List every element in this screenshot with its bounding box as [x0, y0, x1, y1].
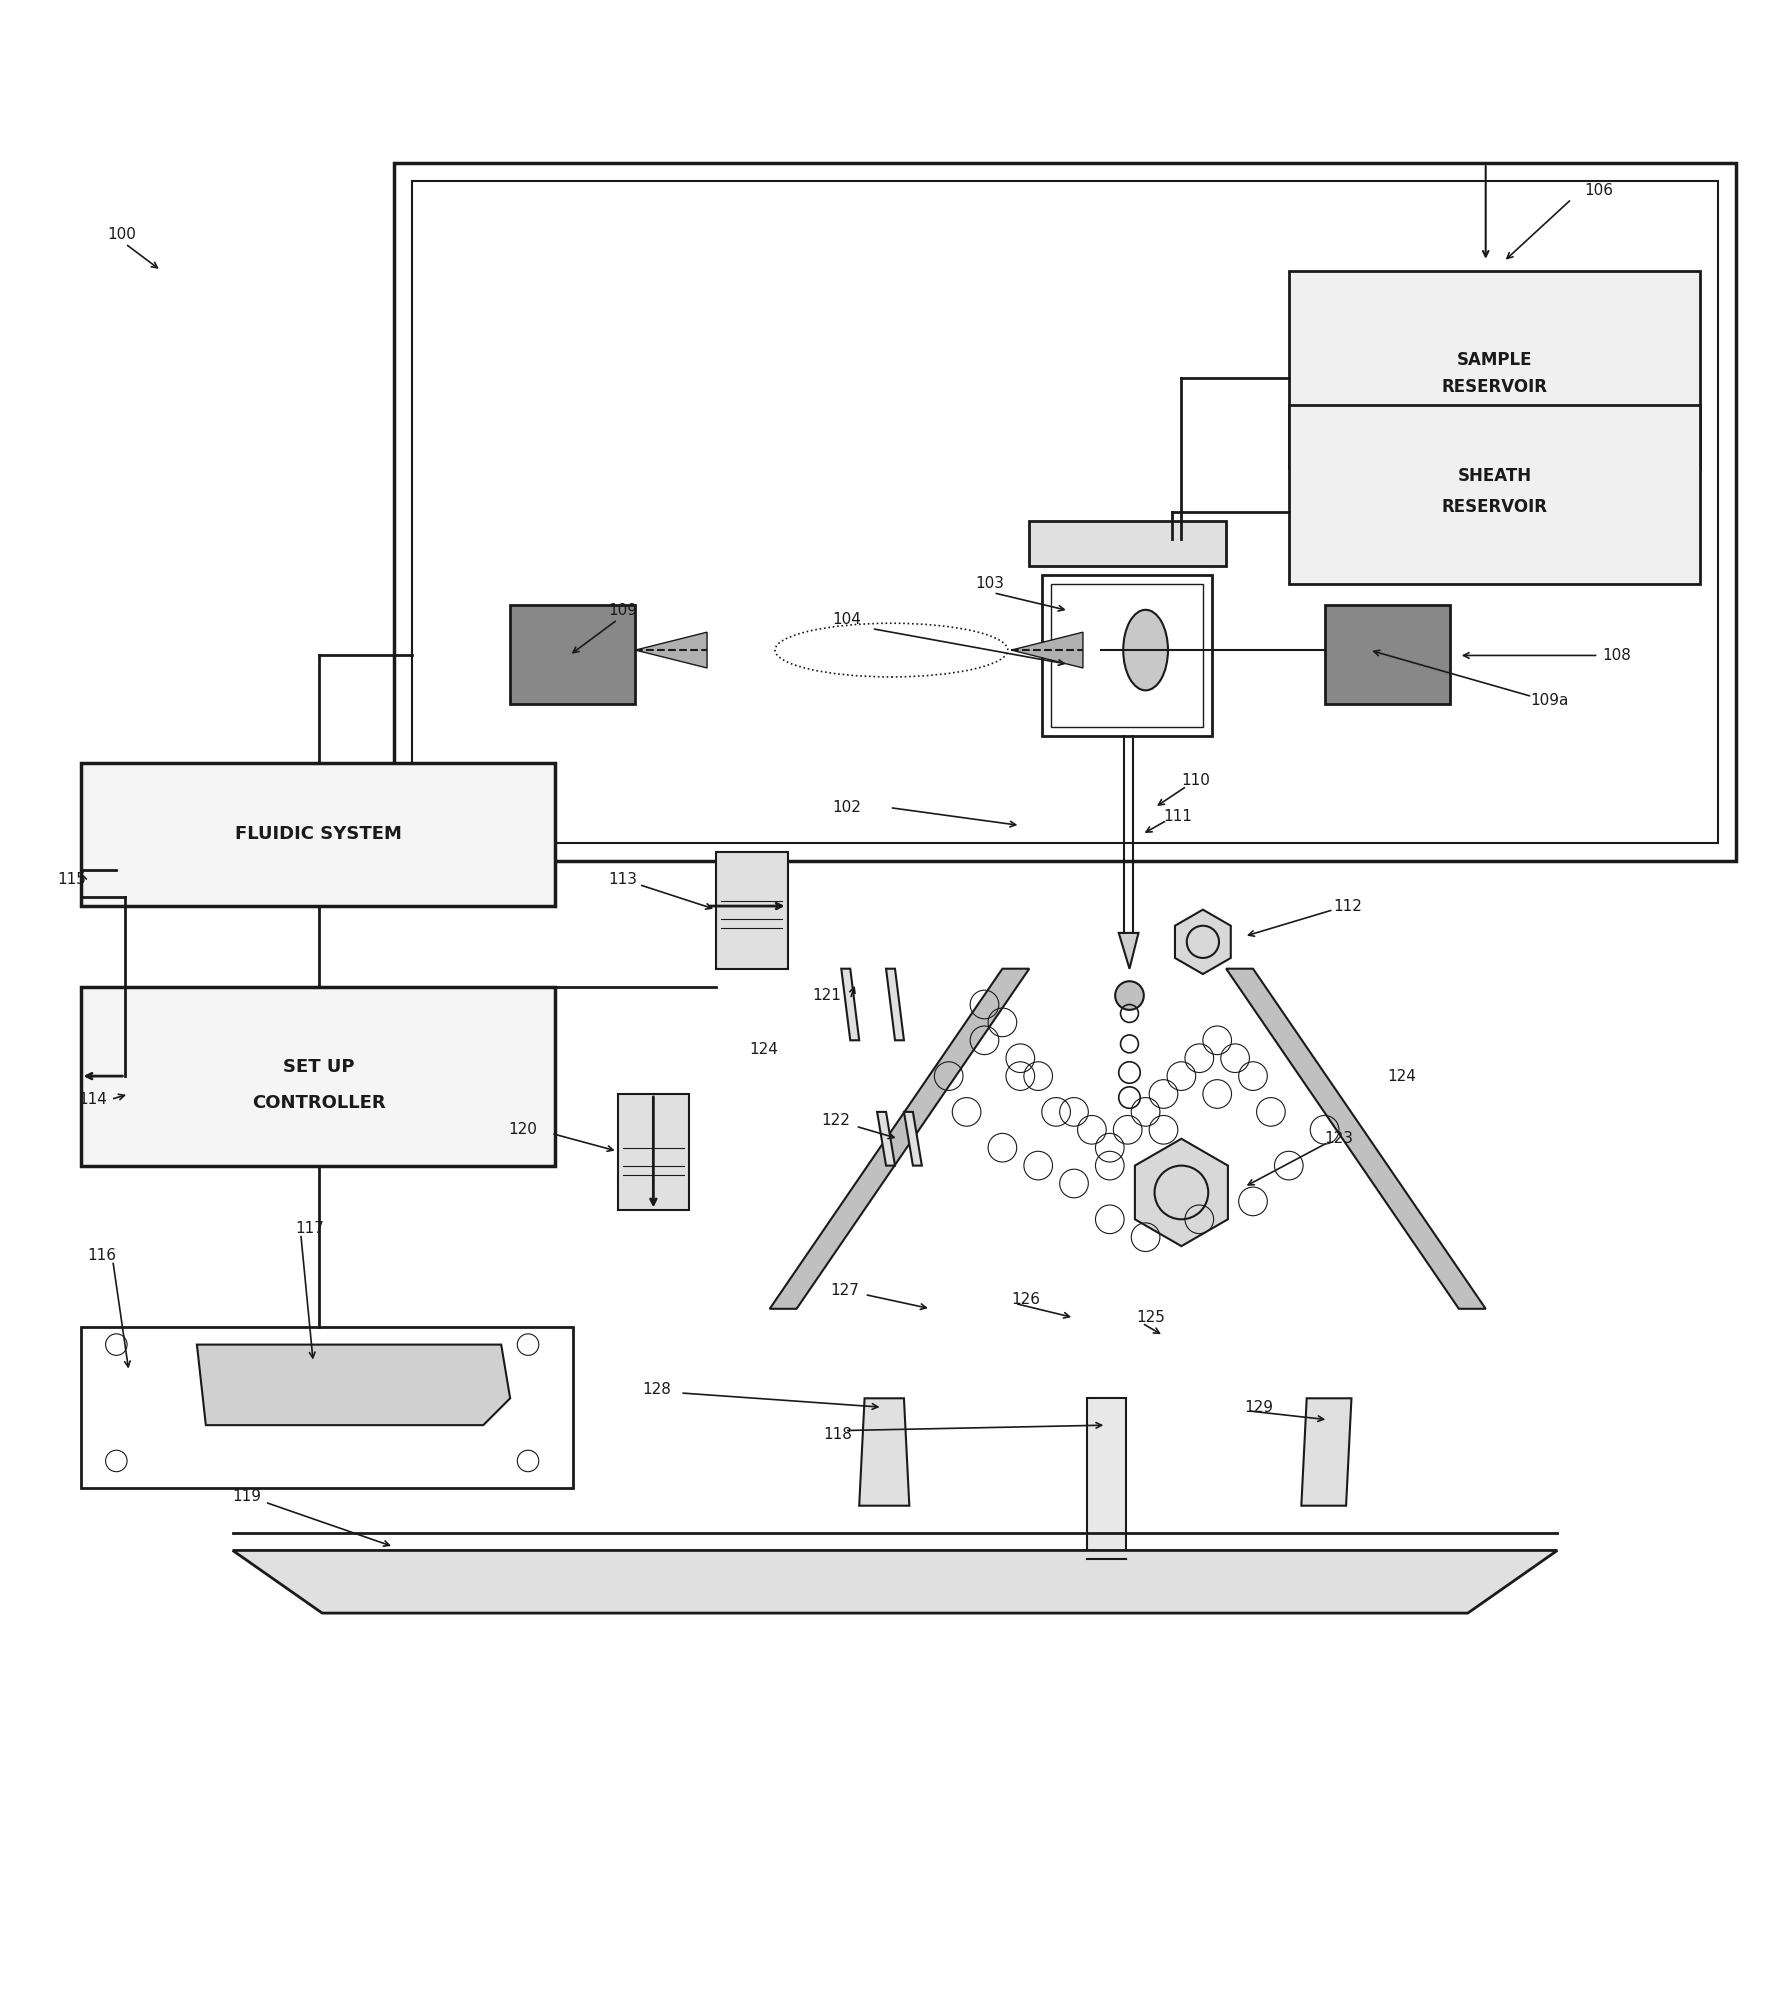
Circle shape [1115, 980, 1143, 1011]
Bar [617, 1095, 689, 1209]
Text: 112: 112 [1333, 898, 1361, 914]
Bar [394, 163, 1735, 862]
Polygon shape [877, 1111, 894, 1165]
Text: 102: 102 [832, 800, 861, 816]
Bar [716, 852, 787, 968]
Text: SHEATH: SHEATH [1456, 468, 1531, 486]
Polygon shape [1118, 932, 1138, 968]
Text: SET UP: SET UP [283, 1059, 354, 1077]
Bar [1288, 271, 1700, 468]
Text: 126: 126 [1011, 1292, 1039, 1308]
Text: 120: 120 [508, 1123, 537, 1137]
Text: 100: 100 [107, 227, 136, 243]
Text: 106: 106 [1583, 183, 1612, 197]
Polygon shape [1301, 1398, 1351, 1505]
Polygon shape [886, 968, 903, 1041]
Bar [1086, 1398, 1125, 1559]
Text: FLUIDIC SYSTEM: FLUIDIC SYSTEM [234, 826, 403, 844]
Text: 128: 128 [642, 1382, 671, 1396]
Polygon shape [1134, 1139, 1227, 1246]
Text: 125: 125 [1136, 1310, 1165, 1326]
Bar [1324, 605, 1449, 703]
Polygon shape [1174, 910, 1231, 974]
Text: 111: 111 [1163, 810, 1191, 824]
Bar [510, 605, 635, 703]
Text: 118: 118 [823, 1426, 852, 1442]
Text: RESERVOIR: RESERVOIR [1440, 498, 1547, 516]
Circle shape [106, 1334, 127, 1356]
Text: 122: 122 [821, 1113, 850, 1129]
Polygon shape [233, 1551, 1556, 1613]
Text: 115: 115 [57, 872, 86, 886]
Ellipse shape [1123, 611, 1166, 691]
Bar [1029, 520, 1225, 567]
Text: 123: 123 [1324, 1131, 1352, 1147]
Bar [81, 763, 555, 906]
Text: 108: 108 [1601, 649, 1630, 663]
Text: 109: 109 [608, 603, 637, 619]
Text: 114: 114 [79, 1091, 107, 1107]
Polygon shape [903, 1111, 921, 1165]
Polygon shape [841, 968, 859, 1041]
Polygon shape [769, 968, 1029, 1308]
Bar [1288, 406, 1700, 585]
Text: 121: 121 [812, 988, 841, 1002]
Text: 113: 113 [608, 872, 637, 886]
Bar [1050, 585, 1202, 727]
Bar [81, 1326, 572, 1489]
Polygon shape [1225, 968, 1485, 1308]
Text: 117: 117 [295, 1221, 324, 1236]
Text: 103: 103 [975, 577, 1004, 591]
Text: 129: 129 [1243, 1400, 1272, 1414]
Text: 104: 104 [832, 613, 861, 627]
Polygon shape [859, 1398, 909, 1505]
Text: SAMPLE: SAMPLE [1456, 352, 1531, 370]
Text: 124: 124 [1386, 1069, 1415, 1083]
Text: 110: 110 [1181, 773, 1209, 788]
Text: CONTROLLER: CONTROLLER [252, 1095, 385, 1111]
Circle shape [106, 1450, 127, 1473]
Circle shape [517, 1334, 538, 1356]
Circle shape [517, 1450, 538, 1473]
Bar [411, 181, 1717, 844]
Text: 119: 119 [233, 1489, 261, 1505]
Text: 116: 116 [88, 1248, 116, 1262]
Bar [1041, 575, 1211, 735]
Text: RESERVOIR: RESERVOIR [1440, 378, 1547, 396]
Polygon shape [635, 633, 707, 667]
Polygon shape [197, 1344, 510, 1424]
Text: 109a: 109a [1530, 693, 1567, 707]
Bar [81, 986, 555, 1165]
Polygon shape [1011, 633, 1082, 667]
Text: 124: 124 [750, 1043, 778, 1057]
Bar [233, 1358, 411, 1410]
Text: 127: 127 [830, 1284, 859, 1298]
